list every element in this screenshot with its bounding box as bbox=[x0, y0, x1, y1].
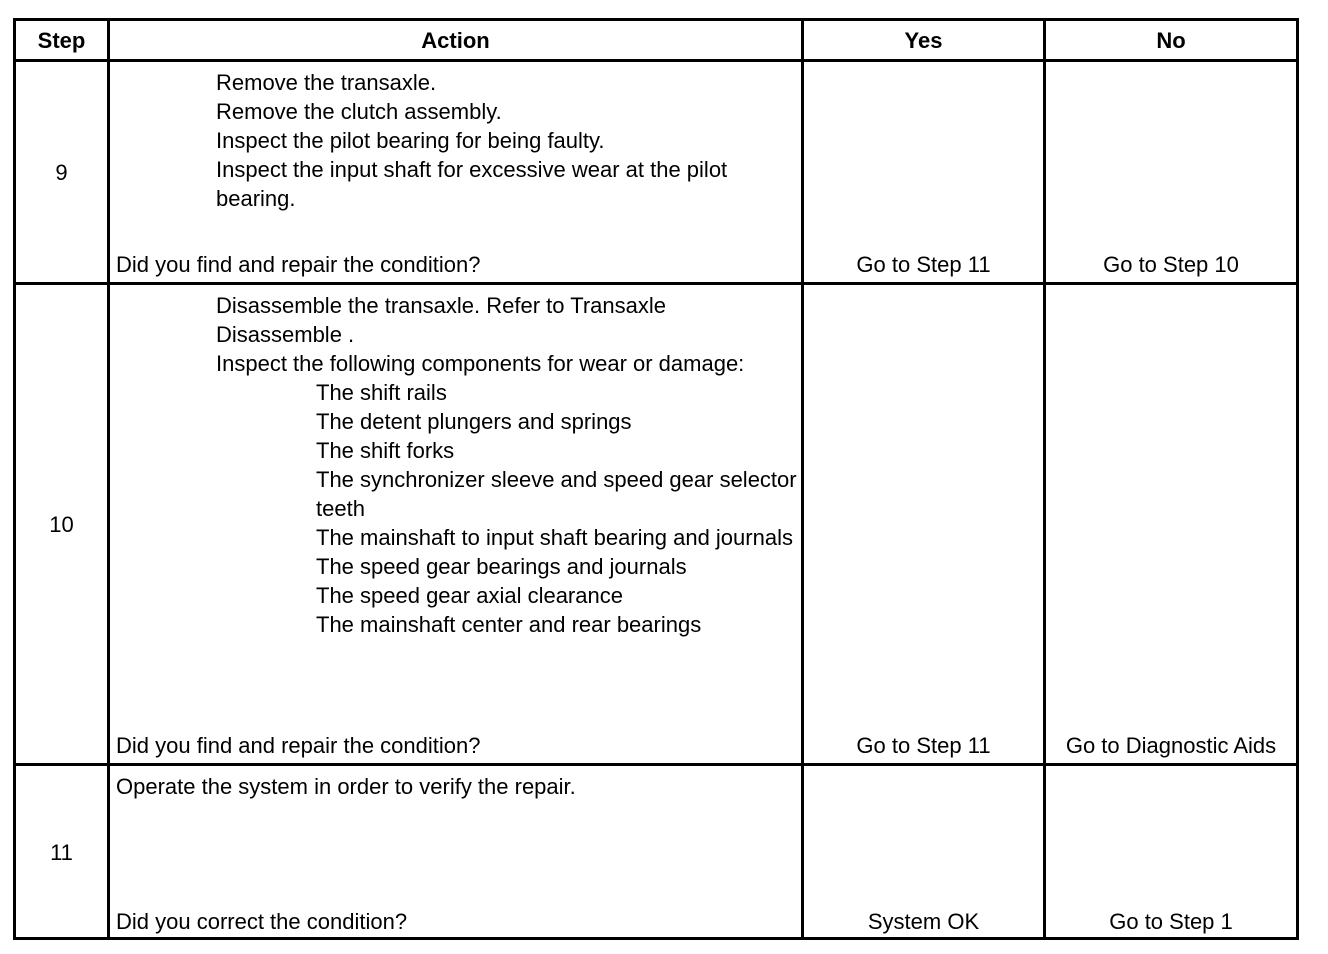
action-item: Remove the clutch assembly. bbox=[216, 99, 502, 124]
column-divider bbox=[801, 21, 804, 937]
action-item: Remove the transaxle. bbox=[216, 70, 437, 95]
action-item: The synchronizer sleeve and speed gear s… bbox=[316, 467, 797, 521]
yes-result: Go to Step 11 bbox=[856, 252, 991, 277]
row-divider bbox=[16, 282, 1296, 285]
yes-cell: System OK bbox=[804, 766, 1043, 939]
action-item: The detent plungers and springs bbox=[316, 409, 632, 434]
step-number: 9 bbox=[55, 159, 68, 185]
action-item: The speed gear axial clearance bbox=[316, 583, 623, 608]
action-cell: Operate the system in order to verify th… bbox=[110, 766, 801, 939]
diagnostic-table: Step Action Yes No 9 Remove the transaxle… bbox=[13, 18, 1299, 940]
action-item: Inspect the input shaft for excessive we… bbox=[216, 157, 728, 211]
step-number: 11 bbox=[50, 840, 73, 865]
no-result: Go to Diagnostic Aids bbox=[1065, 733, 1277, 758]
yes-cell: Go to Step 11 bbox=[804, 62, 1043, 282]
action-item: The mainshaft to input shaft bearing and… bbox=[316, 525, 793, 550]
action-item: Inspect the pilot bearing for being faul… bbox=[216, 128, 605, 153]
row-divider bbox=[16, 763, 1296, 766]
action-cell: Disassemble the transaxle. Refer to Tran… bbox=[110, 285, 801, 763]
yes-result: System OK bbox=[867, 909, 980, 934]
action-question: Did you find and repair the condition? bbox=[116, 733, 481, 758]
action-item: Operate the system in order to verify th… bbox=[116, 774, 576, 799]
no-cell: Go to Step 1 bbox=[1046, 766, 1296, 939]
step-number: 10 bbox=[49, 511, 74, 537]
header-step: Step bbox=[37, 28, 86, 53]
action-steps: Remove the transaxle. Remove the clutch a… bbox=[116, 68, 797, 213]
action-steps: Disassemble the transaxle. Refer to Tran… bbox=[116, 291, 797, 639]
no-result: Go to Step 1 bbox=[1109, 909, 1233, 934]
column-divider bbox=[1043, 21, 1046, 937]
yes-cell: Go to Step 11 bbox=[804, 285, 1043, 763]
action-question: Did you find and repair the condition? bbox=[116, 252, 481, 277]
header-yes: Yes bbox=[904, 28, 943, 53]
header-action: Action bbox=[421, 28, 490, 53]
action-item: The shift forks bbox=[316, 438, 455, 463]
action-steps: Operate the system in order to verify th… bbox=[116, 772, 797, 801]
header-no: No bbox=[1156, 28, 1186, 53]
action-item: The mainshaft center and rear bearings bbox=[316, 612, 702, 637]
yes-result: Go to Step 11 bbox=[856, 733, 991, 758]
no-result: Go to Step 10 bbox=[1103, 252, 1239, 277]
action-cell: Remove the transaxle. Remove the clutch a… bbox=[110, 62, 801, 282]
no-cell: Go to Diagnostic Aids bbox=[1046, 285, 1296, 763]
action-item: The speed gear bearings and journals bbox=[316, 554, 687, 579]
action-item: The shift rails bbox=[316, 380, 447, 405]
no-cell: Go to Step 10 bbox=[1046, 62, 1296, 282]
action-item: Inspect the following components for wea… bbox=[216, 351, 745, 376]
row-divider bbox=[16, 59, 1296, 62]
action-question: Did you correct the condition? bbox=[116, 909, 408, 934]
action-item: Disassemble the transaxle. Refer to Tran… bbox=[216, 293, 666, 347]
column-divider bbox=[107, 21, 110, 937]
